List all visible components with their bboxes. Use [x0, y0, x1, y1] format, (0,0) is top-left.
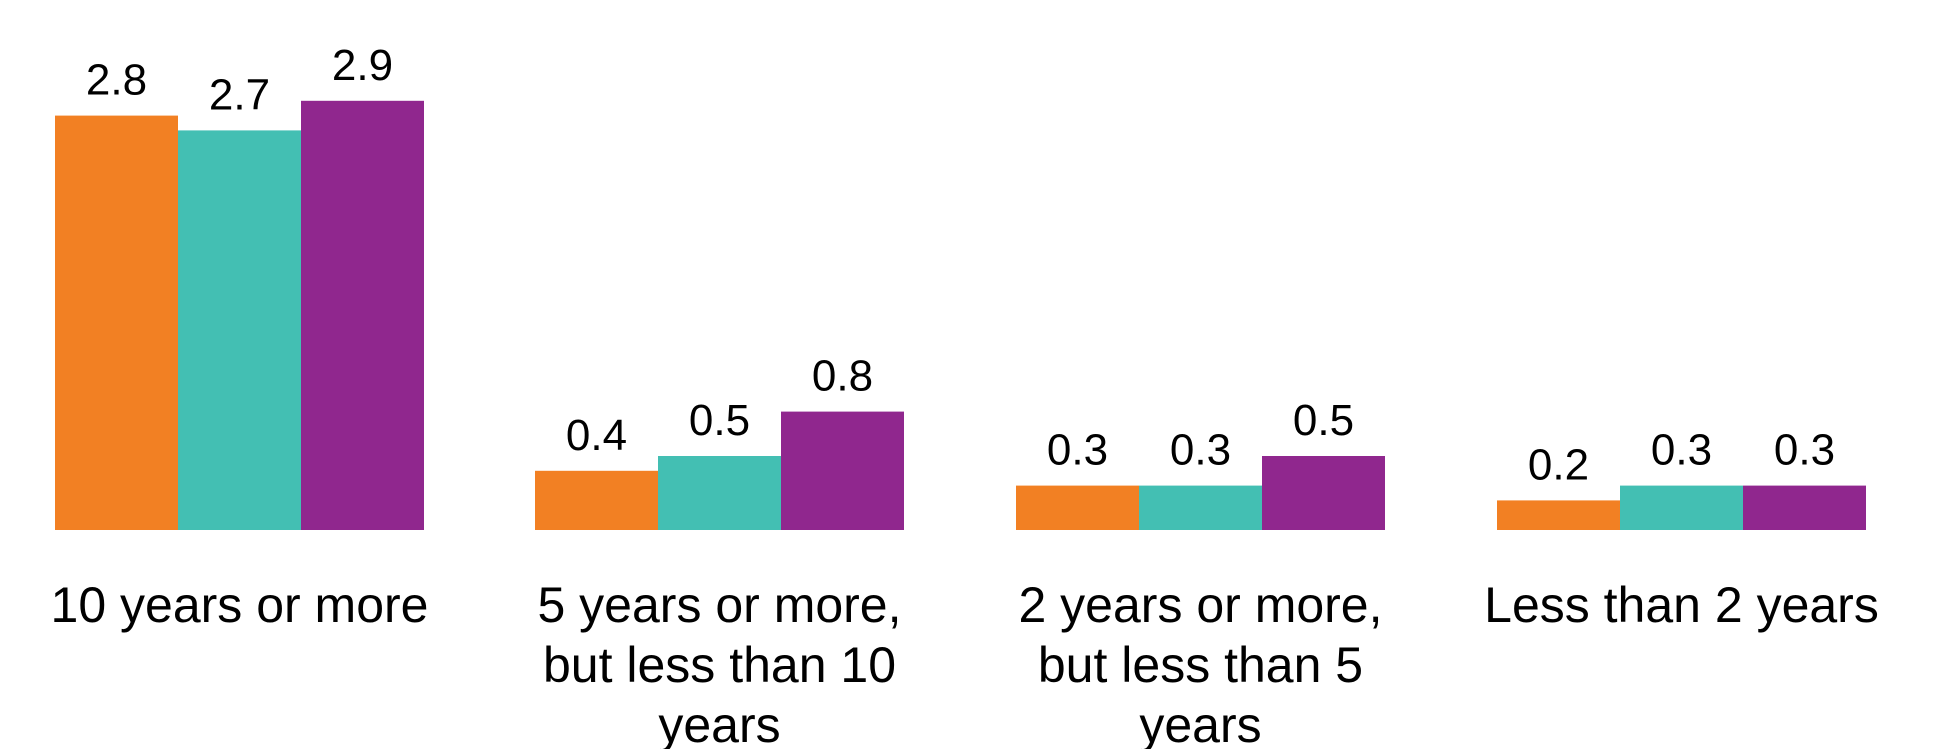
data-label-series-2-category-4: 0.3: [1651, 426, 1712, 475]
bar-series-2-category-1: [178, 130, 301, 530]
data-label-series-1-category-4: 0.2: [1528, 440, 1589, 489]
category-label-3-line-2: but less than 5: [1038, 637, 1363, 693]
bar-series-1-category-2: [535, 470, 658, 530]
data-label-series-3-category-1: 2.9: [332, 41, 393, 90]
category-labels-layer: 10 years or more 5 years or more,but less…: [51, 577, 1879, 749]
data-label-series-1-category-1: 2.8: [86, 56, 147, 105]
category-label-4-line-1: Less than 2 years: [1484, 577, 1879, 633]
bars-layer: [55, 100, 1866, 531]
data-label-series-2-category-2: 0.5: [689, 396, 750, 445]
data-label-series-1-category-3: 0.3: [1047, 426, 1108, 475]
category-label-2-line-3: years: [658, 697, 780, 749]
category-label-2-line-2: but less than 10: [543, 637, 896, 693]
data-label-series-2-category-3: 0.3: [1170, 426, 1231, 475]
bar-series-2-category-2: [658, 456, 781, 530]
category-label-3-line-1: 2 years or more,: [1018, 577, 1382, 633]
category-label-3-line-3: years: [1139, 697, 1261, 749]
bar-series-1-category-3: [1016, 485, 1139, 530]
data-label-series-3-category-2: 0.8: [812, 352, 873, 401]
bar-series-3-category-2: [781, 411, 904, 530]
data-label-series-3-category-3: 0.5: [1293, 396, 1354, 445]
data-label-series-2-category-1: 2.7: [209, 70, 270, 119]
bar-series-2-category-3: [1139, 485, 1262, 530]
category-label-1-line-1: 10 years or more: [51, 577, 429, 633]
value-labels-layer: 2.8 2.7 2.9 0.4 0.5 0.8 0.3 0.3 0.5 0.2 0.3 0.3: [86, 41, 1835, 490]
bar-series-1-category-1: [55, 115, 178, 530]
bar-series-1-category-4: [1497, 500, 1620, 530]
data-label-series-3-category-4: 0.3: [1774, 426, 1835, 475]
bar-series-3-category-1: [301, 100, 424, 531]
category-label-2-line-1: 5 years or more,: [537, 577, 901, 633]
bar-series-3-category-4: [1743, 485, 1866, 530]
bar-series-3-category-3: [1262, 456, 1385, 530]
data-label-series-1-category-2: 0.4: [566, 411, 627, 460]
bar-series-2-category-4: [1620, 485, 1743, 530]
